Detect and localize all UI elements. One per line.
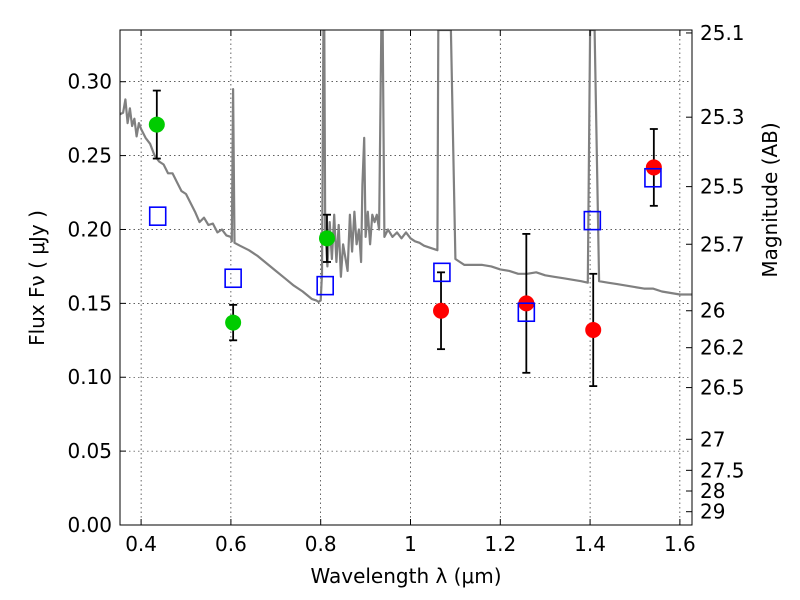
model-photometry-square xyxy=(433,262,451,283)
model-photometry-square xyxy=(316,275,334,296)
plot-area xyxy=(120,30,692,388)
data-point xyxy=(225,314,242,331)
x-tick-label: 1 xyxy=(404,532,417,556)
model-photometry-square xyxy=(583,210,602,231)
right-tick-label: 26 xyxy=(700,299,725,323)
model-photometry-square xyxy=(644,167,662,188)
right-tick-label: 25.5 xyxy=(700,175,745,199)
grid xyxy=(120,30,692,525)
data-point xyxy=(318,230,335,247)
x-tick-label: 0.4 xyxy=(125,532,157,556)
right-tick-label: 27 xyxy=(700,427,725,451)
y-tick-label: 0.30 xyxy=(67,70,112,94)
model-photometry-square xyxy=(148,206,167,226)
y-tick-label: 0.00 xyxy=(67,513,112,537)
y-tick-label: 0.15 xyxy=(67,291,112,315)
right-tick-label: 25.3 xyxy=(700,105,745,129)
y-tick-label: 0.25 xyxy=(67,144,112,168)
right-tick-label: 26.5 xyxy=(700,376,745,400)
x-tick-label: 1.2 xyxy=(484,532,516,556)
axis-ticks: 0.4 0.6 0.8 1 1.2 1.4 1.6 0.00 0.05 0.10 0.15 0.20 0… xyxy=(67,21,744,556)
model-spectrum-line xyxy=(120,30,692,303)
x-tick-label: 0.6 xyxy=(215,532,247,556)
data-point xyxy=(148,116,165,133)
data-point xyxy=(645,159,662,176)
data-point xyxy=(433,302,450,319)
right-tick-label: 28 xyxy=(700,479,725,503)
plot-frame xyxy=(119,29,693,526)
y-axis-label: Flux Fν ( μJy ) xyxy=(25,210,49,346)
y-axis-label-right: Magnitude (AB) xyxy=(758,122,782,277)
right-tick-label: 29 xyxy=(700,500,725,524)
y-tick-label: 0.20 xyxy=(67,217,112,241)
data-marks xyxy=(148,89,662,388)
x-axis-label: Wavelength λ (μm) xyxy=(310,564,501,588)
y-tick-label: 0.10 xyxy=(67,365,112,389)
right-tick-label: 26.2 xyxy=(700,336,745,360)
model-photometry-square xyxy=(224,268,242,289)
model-photometry-square xyxy=(517,302,536,323)
x-tick-label: 1.4 xyxy=(574,532,606,556)
right-tick-label: 25.1 xyxy=(700,21,745,45)
x-tick-label: 0.8 xyxy=(305,532,337,556)
data-point xyxy=(585,321,602,338)
y-tick-label: 0.05 xyxy=(67,439,112,463)
right-tick-label: 25.7 xyxy=(700,232,745,256)
x-tick-label: 1.6 xyxy=(664,532,696,556)
right-tick-label: 27.5 xyxy=(700,458,745,482)
